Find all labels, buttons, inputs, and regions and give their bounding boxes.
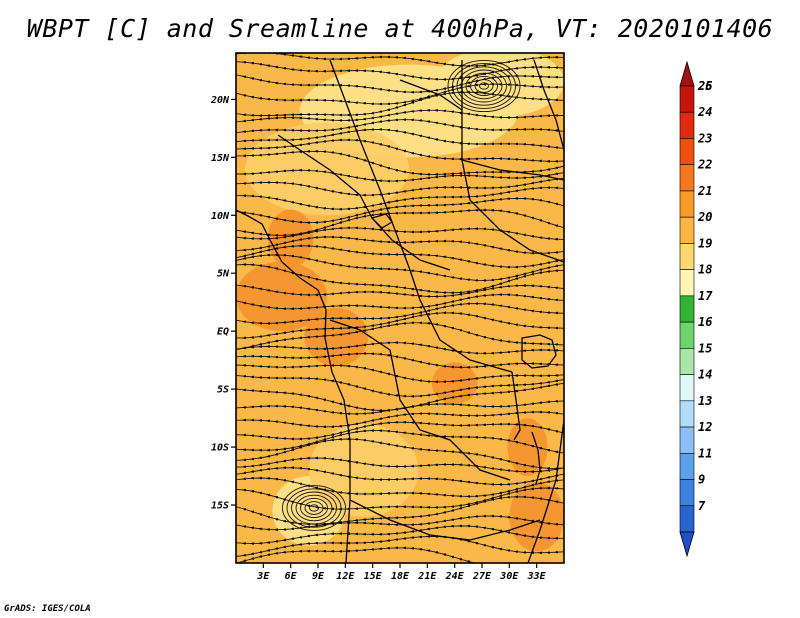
- colorbar-label: 25: [697, 79, 712, 93]
- colorbar-top-arrow: [679, 60, 695, 87]
- colorbar-label: 22: [697, 158, 712, 172]
- chart-title: WBPT [C] and Sreamline at 400hPa, VT: 20…: [26, 14, 774, 43]
- colorbar-label: 14: [698, 368, 712, 382]
- east-coastline: [527, 59, 564, 563]
- lat-tick-label: 15S: [211, 501, 229, 512]
- lon-tick-label: 6E: [285, 571, 298, 582]
- colorbar-swatch: [679, 216, 695, 244]
- colorbar-label: 16: [698, 315, 712, 329]
- colorbar-swatch: [679, 295, 695, 323]
- streamline: [236, 399, 564, 416]
- border-west: [277, 134, 451, 271]
- colorbar-label: 12: [698, 420, 712, 434]
- lat-tick-label: 5S: [217, 385, 229, 396]
- lake-malawi: [531, 431, 541, 485]
- colorbar-bottom-arrow: [679, 531, 695, 558]
- colorbar-label: 7: [698, 499, 706, 513]
- colorbar-swatch: [679, 138, 695, 166]
- colorbar-swatch: [679, 243, 695, 270]
- colorbar-swatch: [679, 374, 695, 402]
- colorbar-label: 20: [697, 210, 712, 224]
- colorbar-swatch: [679, 85, 695, 113]
- vortex-streamline: [309, 504, 319, 512]
- latitude-axis: 20N 15N 10N 5N EQ 5S 10S 15S: [210, 95, 236, 512]
- lat-tick-label: 10N: [211, 211, 230, 222]
- lon-tick-label: 3E: [256, 571, 270, 582]
- wbpt-region-22: [431, 362, 478, 405]
- lat-tick-label: 15N: [211, 153, 230, 164]
- vortex-streamline: [300, 497, 328, 519]
- border-north: [399, 79, 564, 263]
- vortex-streamline: [295, 494, 333, 522]
- colorbar-label: 19: [698, 236, 712, 250]
- border-congo: [329, 319, 511, 481]
- colorbar-swatch: [679, 348, 695, 375]
- colorbar-swatch: [679, 452, 695, 480]
- vortex-streamline: [452, 63, 516, 109]
- lat-tick-label: 5N: [217, 269, 230, 280]
- colorbar-swatch: [679, 190, 695, 218]
- vortex-streamline: [286, 488, 342, 528]
- coastlines-borders: [236, 59, 564, 563]
- vortex-streamline: [470, 75, 498, 97]
- west-africa-coastline: [236, 209, 351, 563]
- colorbar-label: 13: [698, 394, 712, 408]
- lake-tanganyika: [511, 371, 521, 441]
- colorbar-swatch: [679, 400, 695, 428]
- border-sudan: [461, 60, 564, 181]
- streamlines: [236, 53, 564, 563]
- lon-tick-label: 15E: [364, 571, 383, 582]
- colorbar-label: 15: [698, 341, 712, 355]
- lon-tick-label: 24E: [445, 571, 465, 582]
- colorbar-swatch: [679, 321, 695, 349]
- colorbar-swatch: [679, 111, 695, 139]
- colorbar-label: 24: [697, 105, 712, 119]
- wbpt-shading: [236, 53, 564, 563]
- colorbar-label: 18: [698, 263, 712, 277]
- vortex-streamline: [465, 72, 503, 100]
- colorbar-swatch: [679, 164, 695, 192]
- border-south: [349, 499, 541, 541]
- lon-tick-label: 30E: [499, 571, 519, 582]
- colorbar-label: 17: [698, 289, 713, 303]
- streamline: [236, 341, 564, 355]
- colorbar-label: 11: [698, 446, 712, 460]
- streamline: [236, 108, 564, 123]
- lake-victoria: [521, 334, 557, 369]
- vortex-streamline: [304, 501, 324, 515]
- vortex-streamline: [291, 491, 337, 525]
- vortex-streamline: [282, 485, 346, 531]
- credit-label: GrADS: IGES/COLA: [4, 604, 91, 614]
- lon-tick-label: 18E: [391, 571, 410, 582]
- lon-tick-label: 33E: [527, 571, 547, 582]
- colorbar-label: 26: [697, 79, 712, 93]
- vortex-streamline: [447, 59, 521, 113]
- lon-tick-label: 21E: [417, 571, 437, 582]
- lat-tick-label: 10S: [211, 443, 229, 454]
- colorbar-label: 23: [697, 132, 712, 146]
- colorbar-swatch: [679, 269, 695, 297]
- streamline: [236, 546, 558, 563]
- colorbar-swatch: [679, 505, 695, 533]
- lon-tick-label: 9E: [312, 571, 325, 582]
- lat-tick-label: 20N: [210, 95, 230, 106]
- vortex-streamline: [456, 66, 512, 106]
- lon-tick-label: 12E: [336, 571, 355, 582]
- colorbar-swatch: [679, 479, 695, 507]
- vortex-streamline: [474, 79, 494, 93]
- colorbar-label: 9: [698, 473, 705, 487]
- colorbar-swatch: [679, 426, 695, 454]
- lon-tick-label: 27E: [472, 571, 492, 582]
- longitude-axis: 3E 6E 9E 12E 15E 18E 21E 24E 27E 30E 33E: [256, 563, 547, 582]
- vortex-streamline: [479, 82, 489, 90]
- border-central: [329, 59, 513, 373]
- colorbar-label: 21: [697, 184, 712, 198]
- lat-tick-label: EQ: [217, 327, 229, 338]
